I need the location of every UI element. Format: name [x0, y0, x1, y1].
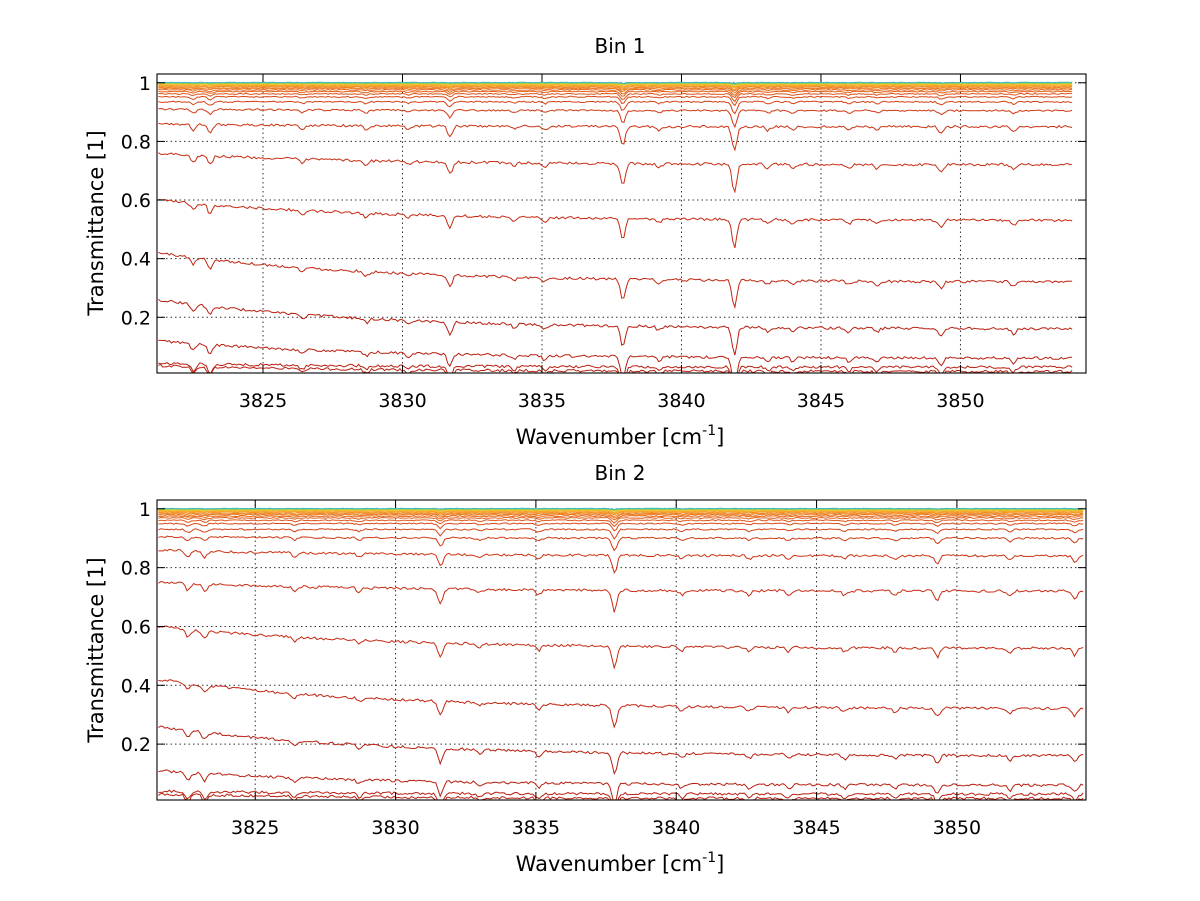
- series-line: [158, 679, 1084, 729]
- y-tick-label: 0.2: [121, 734, 151, 756]
- y-axis-label: Transmittance [1]: [84, 557, 108, 743]
- series-line: [158, 519, 1084, 527]
- series-lines: [158, 81, 1073, 373]
- y-tick-label: 0.4: [121, 249, 151, 271]
- chart-title: Bin 2: [594, 461, 645, 485]
- series-line: [158, 298, 1073, 356]
- series-line: [158, 769, 1084, 800]
- series-line: [158, 535, 1084, 552]
- x-tick-label: 3830: [378, 390, 426, 412]
- chart-panel-bin-2: Bin 2 3825 3830 3835 3840 3845 3850 0.2 0.4 0.6…: [84, 461, 1087, 876]
- y-tick-label: 0.8: [121, 131, 151, 153]
- series-line: [158, 81, 1073, 85]
- series-line: [158, 88, 1073, 97]
- x-axis-label: Wavenumber [cm-1]: [516, 850, 725, 876]
- series-line: [158, 92, 1073, 103]
- y-tick-label: 1: [139, 73, 151, 95]
- grid-lines: [157, 500, 1086, 800]
- series-line: [158, 792, 1084, 800]
- y-tick-label: 1: [139, 499, 151, 521]
- series-line: [158, 515, 1084, 521]
- y-tick-label: 0.2: [121, 307, 151, 329]
- x-axis-label: Wavenumber [cm-1]: [516, 423, 725, 449]
- x-axis-label-main: Wavenumber [cm: [516, 425, 702, 449]
- x-tick-label: 3850: [936, 390, 984, 412]
- series-line: [158, 122, 1073, 152]
- series-line: [158, 513, 1084, 519]
- series-line: [158, 87, 1073, 94]
- series-line: [158, 152, 1073, 194]
- y-tick-label: 0.6: [121, 616, 151, 638]
- x-axis-label-main: Wavenumber [cm: [516, 852, 702, 876]
- axes-frame: [156, 73, 1087, 374]
- series-line: [158, 90, 1073, 99]
- y-tick-labels: 0.2 0.4 0.6 0.8 1: [121, 499, 1086, 756]
- series-line: [158, 362, 1073, 373]
- series-line: [158, 725, 1084, 776]
- x-tick-label: 3840: [652, 817, 700, 839]
- series-line: [158, 581, 1084, 613]
- series-line: [158, 516, 1084, 524]
- y-tick-label: 0.4: [121, 675, 151, 697]
- series-line: [158, 512, 1084, 517]
- y-tick-label: 0.8: [121, 558, 151, 580]
- series-line: [158, 625, 1084, 670]
- chart-title: Bin 1: [594, 34, 645, 58]
- x-tick-labels: 3825 3830 3835 3840 3845 3850: [239, 74, 985, 412]
- x-tick-label: 3825: [231, 817, 279, 839]
- series-line: [158, 95, 1073, 107]
- y-tick-label: 0.6: [121, 190, 151, 212]
- series-line: [158, 507, 1084, 511]
- series-line: [158, 548, 1084, 574]
- x-tick-label: 3845: [797, 390, 845, 412]
- x-tick-label: 3830: [371, 817, 419, 839]
- x-axis-label-superscript: -1: [702, 850, 716, 866]
- x-tick-label: 3835: [512, 817, 560, 839]
- series-line: [158, 511, 1084, 516]
- series-line: [158, 363, 1073, 373]
- x-tick-labels: 3825 3830 3835 3840 3845 3850: [231, 500, 981, 839]
- y-tick-labels: 0.2 0.4 0.6 0.8 1: [121, 73, 1086, 329]
- series-lines: [158, 507, 1084, 800]
- x-tick-label: 3845: [792, 817, 840, 839]
- series-line: [158, 100, 1073, 115]
- x-axis-label-superscript: -1: [702, 423, 716, 439]
- x-tick-label: 3825: [239, 390, 287, 412]
- x-axis-label-tail: ]: [716, 852, 724, 876]
- series-line: [158, 108, 1073, 129]
- series-line: [158, 83, 1073, 88]
- series-line: [158, 339, 1073, 373]
- chart-panel-bin-1: Bin 1 3825 3830 3835 3840 3845 3850 0.2 0.4 0.6…: [84, 34, 1087, 449]
- series-line: [158, 251, 1073, 310]
- grid-lines: [157, 74, 1086, 373]
- y-axis-label: Transmittance [1]: [84, 130, 108, 316]
- axes-frame: [156, 499, 1087, 801]
- series-line: [158, 789, 1084, 800]
- x-tick-label: 3840: [657, 390, 705, 412]
- x-tick-label: 3850: [933, 817, 981, 839]
- x-tick-label: 3835: [518, 390, 566, 412]
- series-line: [158, 522, 1084, 532]
- series-line: [158, 528, 1084, 540]
- x-axis-label-tail: ]: [716, 425, 724, 449]
- series-line: [158, 198, 1073, 249]
